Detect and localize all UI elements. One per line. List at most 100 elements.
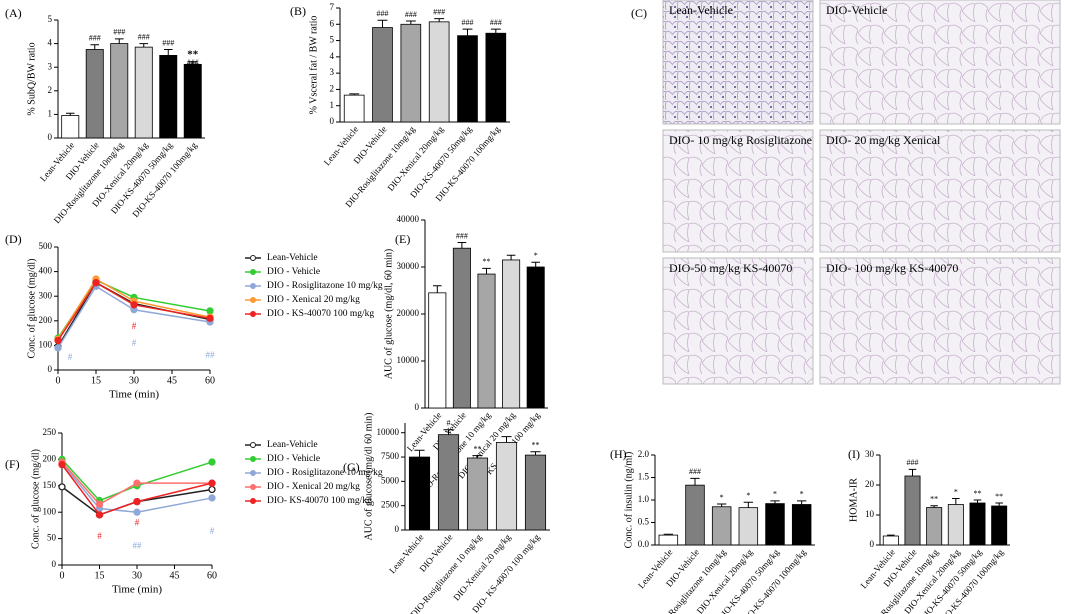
y-tick-label: 2500 <box>381 500 400 510</box>
marker <box>133 479 141 487</box>
marker <box>58 483 66 491</box>
error-bar <box>930 505 938 508</box>
y-tick-label: 1 <box>330 100 335 110</box>
y-tick-label: 1.5 <box>638 472 650 482</box>
marker <box>206 307 214 315</box>
bar <box>400 23 422 123</box>
panel-label: (F) <box>5 457 20 471</box>
micrograph-label: DIO-Vehicle <box>826 3 887 17</box>
micrograph-label: DIO- 20 mg/kg Xenical <box>826 133 941 147</box>
y-tick-label: 0 <box>415 402 420 412</box>
marker <box>95 511 104 519</box>
significance: ### <box>113 28 125 37</box>
x-tick-label: 60 <box>205 375 215 386</box>
significance: * <box>534 251 538 260</box>
y-tick-label: 10 <box>865 509 875 519</box>
y-tick-label: 2 <box>48 85 53 95</box>
y-tick-label: 300 <box>39 290 53 300</box>
y-axis-label: HOMA-IR <box>848 478 859 522</box>
error-bar <box>973 499 982 503</box>
bar <box>904 475 921 546</box>
error-bar <box>482 267 491 275</box>
error-bar <box>349 93 360 96</box>
micrograph <box>819 129 1061 253</box>
panel-label: (B) <box>290 4 306 18</box>
y-tick-label: 1.0 <box>638 494 650 504</box>
series-line <box>61 464 213 516</box>
bar <box>452 247 471 409</box>
micrograph-label: DIO-50 mg/kg KS-40070 <box>669 261 792 275</box>
bar <box>134 46 153 139</box>
significance: * <box>773 490 777 499</box>
significance: # <box>97 531 102 541</box>
bar <box>991 505 1008 546</box>
x-tick-label: 15 <box>91 375 101 386</box>
y-axis-label: Conc. of insulin (ng/ml) <box>623 452 634 549</box>
marker <box>208 458 216 466</box>
bar <box>495 442 518 531</box>
error-bar <box>139 43 149 48</box>
marker <box>133 497 141 506</box>
micrograph <box>819 257 1061 385</box>
y-tick-label: 1 <box>48 108 53 118</box>
legend-label: DIO - KS-40070 100 mg/kg <box>267 309 374 319</box>
error-bar <box>995 502 1003 506</box>
bar <box>765 503 785 546</box>
significance: ### <box>89 34 101 43</box>
y-tick-label: 30000 <box>397 261 420 271</box>
micrograph-label: Lean-Vehicle <box>669 3 733 17</box>
significance: ### <box>162 38 174 47</box>
error-bar <box>434 18 445 22</box>
significance: ## <box>206 350 216 360</box>
bar <box>738 507 759 546</box>
error-bar <box>501 436 512 443</box>
y-tick-label: 5 <box>48 14 53 24</box>
error-bar <box>490 28 501 34</box>
y-tick-label: 7500 <box>381 451 400 461</box>
error-bar <box>457 242 467 249</box>
error-bar <box>414 449 425 458</box>
y-tick-label: 30 <box>865 449 875 459</box>
bar <box>882 535 899 546</box>
significance: # <box>132 338 137 348</box>
marker <box>130 301 138 309</box>
significance: ### <box>138 32 150 41</box>
panel-label: (H) <box>610 447 627 461</box>
bar <box>428 21 450 123</box>
y-tick-label: 500 <box>39 241 53 251</box>
x-tick-label: 0 <box>60 570 65 581</box>
error-bar <box>114 38 124 44</box>
y-tick-label: 200 <box>39 315 53 325</box>
panel-label: (C) <box>631 6 647 20</box>
significance: * <box>954 487 958 496</box>
bar <box>110 43 129 139</box>
y-tick-label: 100 <box>43 506 57 516</box>
significance: # <box>132 321 137 331</box>
significance: ### <box>377 9 389 18</box>
x-tick-label: 30 <box>129 375 139 386</box>
bar <box>159 55 178 139</box>
error-bar <box>443 429 454 435</box>
error-bar <box>65 112 75 116</box>
legend-label: Lean-Vehicle <box>267 253 318 263</box>
bar <box>926 507 943 546</box>
significance: ** <box>187 49 199 61</box>
panel-label: (I) <box>848 447 860 461</box>
bar <box>477 273 496 409</box>
error-bar <box>743 501 753 508</box>
error-bar <box>531 261 541 267</box>
significance: ** <box>532 441 540 450</box>
y-axis-label: AUC of glucose (mg/dl, 60 min) <box>383 249 394 380</box>
y-tick-label: 6 <box>330 18 335 28</box>
error-bar <box>797 500 807 505</box>
bar <box>969 502 986 546</box>
y-tick-label: 4 <box>48 38 53 48</box>
bar <box>457 35 478 123</box>
y-tick-label: 100 <box>39 339 53 349</box>
legend-marker <box>250 470 256 476</box>
error-bar <box>163 49 173 56</box>
significance: ** <box>930 495 938 504</box>
legend-marker <box>250 456 256 462</box>
bar <box>437 434 460 531</box>
bar <box>791 504 812 546</box>
